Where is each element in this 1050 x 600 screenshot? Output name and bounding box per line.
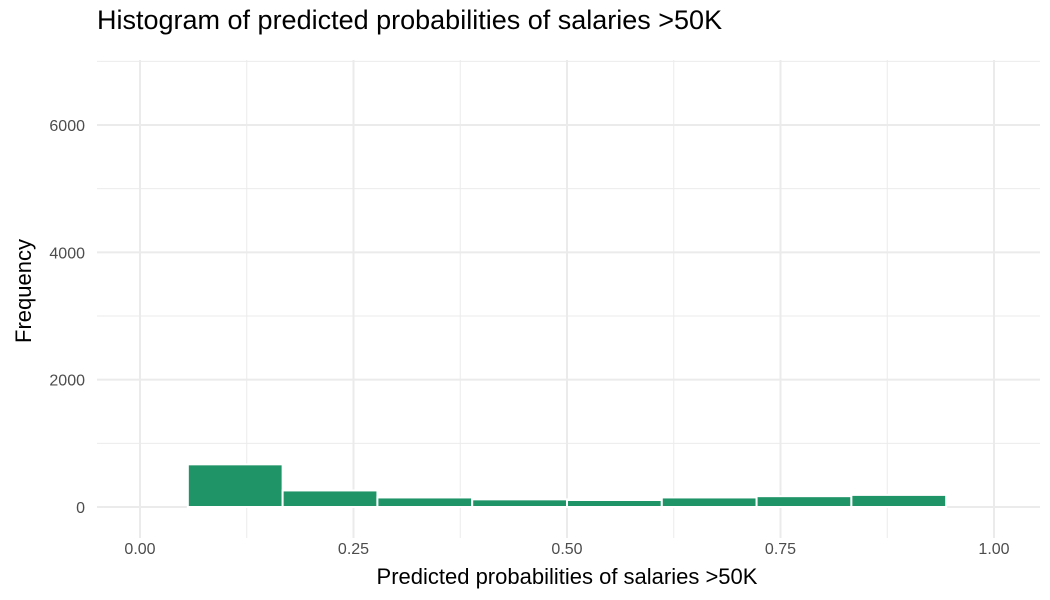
x-axis-title: Predicted probabilities of salaries >50K [377, 564, 758, 589]
histogram-bar [660, 496, 758, 509]
y-tick-label: 6000 [49, 118, 85, 135]
y-tick-label: 2000 [49, 373, 85, 390]
x-tick-label: 0.75 [765, 541, 796, 558]
y-tick-label: 0 [76, 500, 85, 517]
x-tick-label: 0.00 [124, 541, 155, 558]
y-axis-title: Frequency [11, 239, 36, 343]
y-tick-label: 4000 [49, 245, 85, 262]
histogram-bar [471, 498, 568, 508]
histogram-bars [186, 463, 948, 509]
y-axis-ticks: 0 2000 4000 6000 [49, 118, 85, 517]
histogram-bar [566, 498, 663, 509]
histogram-bar [850, 493, 948, 508]
histogram-bar [755, 495, 853, 508]
x-tick-label: 1.00 [978, 541, 1009, 558]
histogram-bar [186, 463, 284, 508]
x-tick-label: 0.50 [551, 541, 582, 558]
histogram-bar [281, 489, 379, 508]
x-tick-label: 0.25 [338, 541, 369, 558]
chart-title: Histogram of predicted probabilities of … [97, 5, 723, 35]
histogram-bar [376, 496, 474, 509]
x-axis-ticks: 0.00 0.25 0.50 0.75 1.00 [124, 541, 1009, 558]
